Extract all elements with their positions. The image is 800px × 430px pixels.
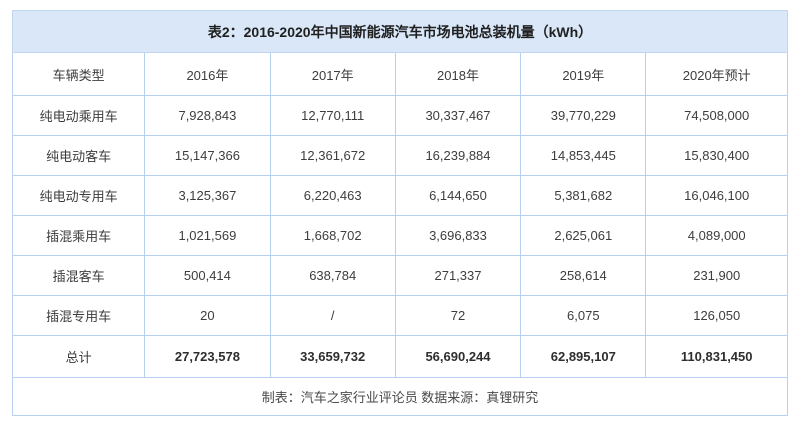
- cell-value: 3,125,367: [144, 175, 271, 216]
- table-row-bev-bus: 纯电动客车 15,147,366 12,361,672 16,239,884 1…: [11, 135, 788, 176]
- total-cell-value: 56,690,244: [394, 335, 522, 378]
- cell-value: 2,625,061: [520, 215, 647, 256]
- cell-value: 500,414: [144, 255, 271, 296]
- cell-value: 72: [394, 295, 522, 336]
- table-row-phev-bus: 插混客车 500,414 638,784 271,337 258,614 231…: [11, 255, 788, 296]
- cell-value: 20: [144, 295, 271, 336]
- cell-value: 1,668,702: [269, 215, 396, 256]
- cell-value: 39,770,229: [520, 95, 647, 136]
- cell-value: 258,614: [520, 255, 647, 296]
- row-label: 纯电动乘用车: [11, 95, 146, 136]
- cell-value: 14,853,445: [520, 135, 647, 176]
- cell-value: 6,144,650: [394, 175, 522, 216]
- table-title: 表2：2016-2020年中国新能源汽车市场电池总装机量（kWh）: [12, 10, 788, 53]
- cell-value: 126,050: [645, 295, 788, 336]
- table-title-row: 表2：2016-2020年中国新能源汽车市场电池总装机量（kWh）: [12, 10, 788, 53]
- column-header-2020-forecast: 2020年预计: [645, 52, 788, 96]
- cell-value: 15,147,366: [144, 135, 271, 176]
- total-row-label: 总计: [11, 335, 146, 378]
- total-cell-value: 27,723,578: [144, 335, 271, 378]
- cell-value: 12,361,672: [269, 135, 396, 176]
- column-header-vehicle-type: 车辆类型: [11, 52, 146, 96]
- column-header-2017: 2017年: [269, 52, 396, 96]
- cell-value: 3,696,833: [394, 215, 522, 256]
- table-row-bev-special: 纯电动专用车 3,125,367 6,220,463 6,144,650 5,3…: [11, 175, 788, 216]
- table-row-phev-passenger: 插混乘用车 1,021,569 1,668,702 3,696,833 2,62…: [11, 215, 788, 256]
- cell-value: 16,239,884: [394, 135, 522, 176]
- total-cell-value: 110,831,450: [645, 335, 788, 378]
- table-row-bev-passenger: 纯电动乘用车 7,928,843 12,770,111 30,337,467 3…: [11, 95, 788, 136]
- column-header-2018: 2018年: [394, 52, 522, 96]
- row-label: 纯电动客车: [11, 135, 146, 176]
- cell-value: 7,928,843: [144, 95, 271, 136]
- table-footer-row: 制表：汽车之家行业评论员 数据来源：真锂研究: [12, 377, 788, 416]
- battery-install-table: 表2：2016-2020年中国新能源汽车市场电池总装机量（kWh） 车辆类型 2…: [11, 10, 788, 416]
- row-label: 插混乘用车: [11, 215, 146, 256]
- table-row-phev-special: 插混专用车 20 / 72 6,075 126,050: [11, 295, 788, 336]
- cell-value: 12,770,111: [269, 95, 396, 136]
- cell-value: 271,337: [394, 255, 522, 296]
- table-row-total: 总计 27,723,578 33,659,732 56,690,244 62,8…: [11, 335, 788, 378]
- total-cell-value: 33,659,732: [269, 335, 396, 378]
- total-cell-value: 62,895,107: [520, 335, 647, 378]
- cell-value: 4,089,000: [645, 215, 788, 256]
- cell-value: 638,784: [269, 255, 396, 296]
- cell-value: 5,381,682: [520, 175, 647, 216]
- cell-value: 6,075: [520, 295, 647, 336]
- column-header-2019: 2019年: [520, 52, 647, 96]
- cell-value: 16,046,100: [645, 175, 788, 216]
- cell-value: 6,220,463: [269, 175, 396, 216]
- cell-value: 231,900: [645, 255, 788, 296]
- table-header-row: 车辆类型 2016年 2017年 2018年 2019年 2020年预计: [11, 52, 788, 96]
- cell-value: 15,830,400: [645, 135, 788, 176]
- cell-value: 30,337,467: [394, 95, 522, 136]
- row-label: 纯电动专用车: [11, 175, 146, 216]
- cell-value: 1,021,569: [144, 215, 271, 256]
- table-source-note: 制表：汽车之家行业评论员 数据来源：真锂研究: [12, 377, 788, 416]
- cell-value: /: [269, 295, 396, 336]
- row-label: 插混专用车: [11, 295, 146, 336]
- cell-value: 74,508,000: [645, 95, 788, 136]
- column-header-2016: 2016年: [144, 52, 271, 96]
- row-label: 插混客车: [11, 255, 146, 296]
